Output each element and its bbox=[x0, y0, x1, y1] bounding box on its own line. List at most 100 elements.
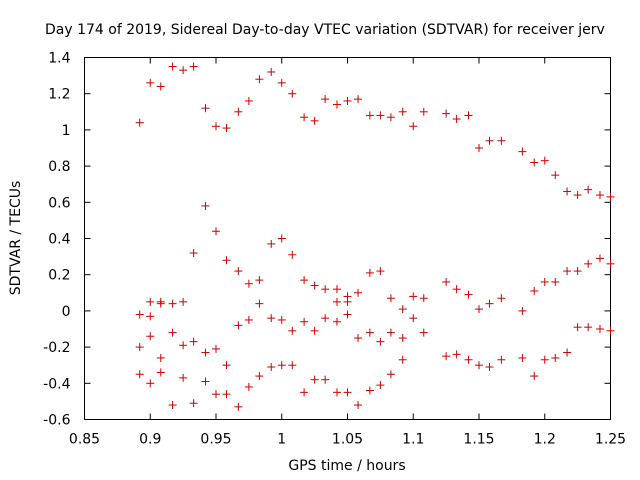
data-point bbox=[573, 267, 582, 276]
data-point bbox=[179, 297, 188, 306]
data-point bbox=[606, 259, 615, 268]
data-point bbox=[332, 285, 341, 294]
data-point bbox=[332, 388, 341, 397]
data-point bbox=[584, 185, 593, 194]
data-points bbox=[135, 62, 615, 411]
data-point bbox=[475, 305, 483, 314]
data-point bbox=[244, 315, 253, 324]
data-point bbox=[464, 111, 473, 120]
data-point bbox=[321, 375, 330, 384]
data-point bbox=[595, 325, 604, 333]
data-point bbox=[156, 299, 165, 308]
data-point bbox=[277, 78, 286, 87]
data-point bbox=[168, 62, 177, 71]
data-point bbox=[212, 344, 220, 353]
y-tick-label: -0.6 bbox=[43, 413, 70, 429]
y-tick-label: -0.4 bbox=[43, 376, 70, 392]
data-point bbox=[168, 328, 177, 337]
data-point bbox=[255, 75, 264, 84]
data-point bbox=[222, 390, 231, 399]
data-point bbox=[595, 191, 604, 200]
y-tick-label: 1.2 bbox=[48, 87, 70, 103]
data-point bbox=[234, 321, 243, 330]
chart-title: Day 174 of 2019, Sidereal Day-to-day VTE… bbox=[45, 22, 605, 38]
data-point bbox=[321, 285, 330, 294]
data-point bbox=[212, 227, 220, 236]
data-point bbox=[222, 124, 231, 133]
data-point bbox=[179, 341, 188, 350]
data-point bbox=[156, 368, 165, 377]
data-point bbox=[365, 386, 374, 395]
data-point bbox=[497, 294, 506, 303]
data-point bbox=[398, 334, 407, 343]
data-point bbox=[234, 107, 243, 116]
data-point bbox=[540, 355, 549, 364]
data-point bbox=[530, 158, 539, 167]
data-point bbox=[464, 290, 473, 299]
data-point bbox=[365, 111, 374, 120]
data-point bbox=[409, 292, 418, 301]
y-axis: -0.6 -0.4 -0.2 0 0.2 0.4 0.6 0.8 1 1.2 1.4 bbox=[43, 51, 611, 429]
data-point bbox=[244, 279, 253, 288]
y-tick-label: 0 bbox=[62, 304, 71, 320]
data-point bbox=[540, 277, 549, 286]
data-point bbox=[343, 292, 352, 301]
data-point bbox=[343, 310, 352, 319]
x-axis: 0.85 0.9 0.95 1 1.05 1.1 1.15 1.2 1.25 bbox=[69, 57, 626, 448]
data-point bbox=[464, 355, 473, 364]
data-point bbox=[267, 239, 276, 248]
x-tick-label: 0.85 bbox=[69, 432, 100, 448]
plot-frame bbox=[84, 57, 611, 420]
data-point bbox=[343, 96, 352, 105]
data-point bbox=[300, 276, 309, 285]
data-point bbox=[168, 401, 177, 410]
data-point bbox=[530, 372, 539, 381]
data-point bbox=[376, 267, 385, 276]
data-point bbox=[343, 388, 352, 397]
data-point bbox=[189, 399, 198, 408]
data-point bbox=[409, 122, 418, 131]
data-point bbox=[485, 299, 494, 308]
data-point bbox=[156, 82, 165, 91]
data-point bbox=[201, 377, 210, 386]
data-point bbox=[300, 317, 309, 326]
data-point bbox=[168, 299, 177, 308]
data-point bbox=[442, 352, 451, 361]
data-point bbox=[310, 281, 319, 290]
data-point bbox=[365, 328, 374, 337]
data-point bbox=[354, 334, 363, 343]
data-point bbox=[277, 315, 286, 324]
data-point bbox=[386, 328, 395, 337]
data-point bbox=[475, 144, 483, 152]
data-point bbox=[354, 288, 363, 297]
data-point bbox=[386, 294, 395, 303]
data-point bbox=[419, 294, 428, 303]
data-point bbox=[222, 256, 231, 265]
data-point bbox=[201, 104, 210, 113]
data-point bbox=[321, 314, 330, 323]
data-point bbox=[234, 267, 243, 276]
y-tick-label: 0.2 bbox=[48, 268, 70, 284]
data-point bbox=[551, 277, 560, 286]
data-point bbox=[398, 305, 407, 314]
data-point bbox=[321, 95, 330, 104]
y-tick-label: 0.8 bbox=[48, 159, 70, 175]
data-point bbox=[222, 361, 231, 370]
data-point bbox=[563, 267, 572, 276]
data-point bbox=[310, 116, 319, 125]
data-point bbox=[244, 382, 253, 391]
data-point bbox=[146, 332, 155, 341]
data-point bbox=[398, 355, 407, 364]
data-point bbox=[146, 297, 155, 306]
data-point bbox=[267, 314, 276, 323]
data-point bbox=[244, 96, 253, 105]
data-point bbox=[288, 89, 297, 98]
data-point bbox=[365, 268, 374, 277]
data-point bbox=[234, 402, 243, 411]
data-point bbox=[179, 373, 188, 382]
x-tick-label: 1.25 bbox=[595, 432, 626, 448]
data-point bbox=[584, 259, 593, 268]
data-point bbox=[189, 337, 198, 346]
data-point bbox=[584, 323, 593, 332]
